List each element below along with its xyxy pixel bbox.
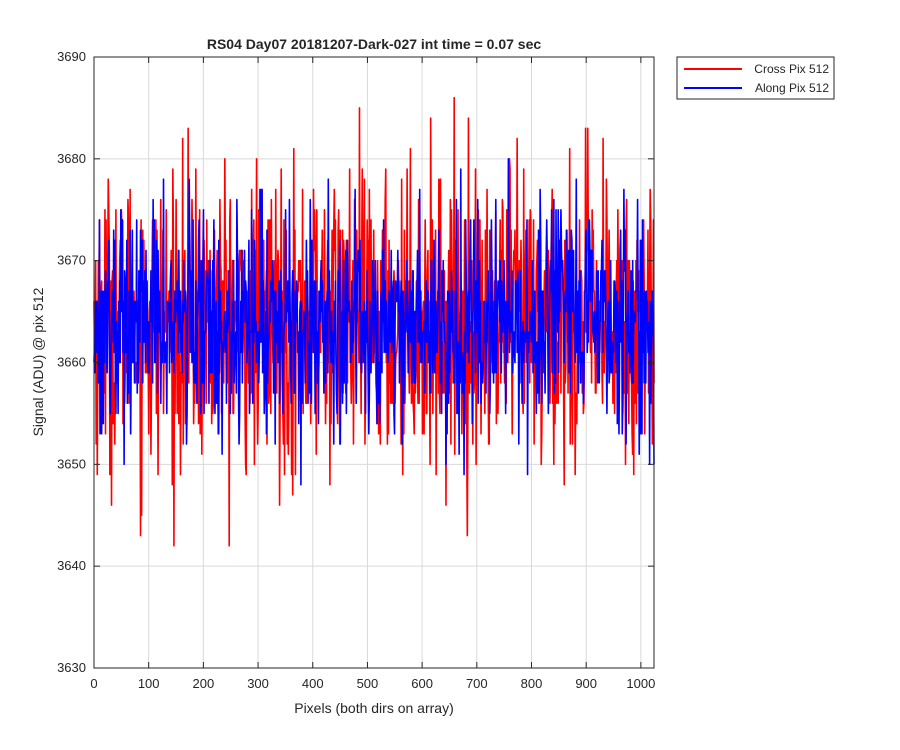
y-tick-label: 3670 bbox=[57, 253, 86, 268]
legend: Cross Pix 512 Along Pix 512 bbox=[676, 56, 835, 100]
axis-ticks: 0 100 200 300 400 500 600 700 800 900 1000 3630 3640… bbox=[57, 49, 655, 691]
x-tick-label: 100 bbox=[138, 676, 160, 691]
x-tick-label: 500 bbox=[357, 676, 379, 691]
legend-label-cross: Cross Pix 512 bbox=[754, 62, 829, 76]
x-tick-label: 700 bbox=[466, 676, 488, 691]
y-tick-label: 3640 bbox=[57, 558, 86, 573]
y-tick-label: 3660 bbox=[57, 355, 86, 370]
series-line-along-pix-512 bbox=[93, 158, 655, 486]
legend-box bbox=[676, 56, 835, 100]
x-tick-label: 200 bbox=[193, 676, 215, 691]
legend-label-along: Along Pix 512 bbox=[755, 81, 829, 95]
y-tick-label: 3690 bbox=[57, 49, 86, 64]
y-tick-label: 3680 bbox=[57, 151, 86, 166]
x-tick-label: 600 bbox=[411, 676, 433, 691]
x-axis-label: Pixels (both dirs on array) bbox=[294, 700, 454, 716]
x-tick-label: 1000 bbox=[626, 676, 655, 691]
y-axis-label: Signal (ADU) @ pix 512 bbox=[30, 287, 46, 436]
y-tick-label: 3630 bbox=[57, 660, 86, 675]
plot-area: 0 100 200 300 400 500 600 700 800 900 1000 3630 3640… bbox=[57, 49, 655, 691]
x-tick-label: 400 bbox=[302, 676, 324, 691]
y-tick-label: 3650 bbox=[57, 456, 86, 471]
series-layer bbox=[93, 96, 655, 547]
x-tick-label: 900 bbox=[575, 676, 597, 691]
x-tick-label: 0 bbox=[90, 676, 97, 691]
chart-title: RS04 Day07 20181207-Dark-027 int time = … bbox=[207, 36, 541, 52]
x-tick-label: 300 bbox=[247, 676, 269, 691]
x-tick-label: 800 bbox=[521, 676, 543, 691]
